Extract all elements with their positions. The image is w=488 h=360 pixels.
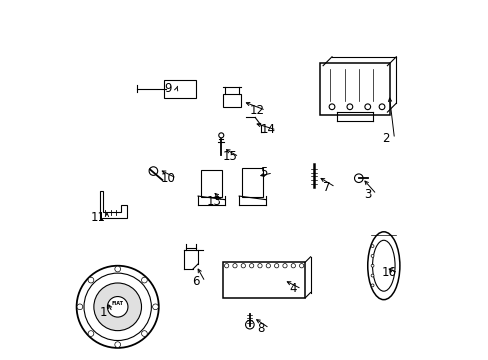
Circle shape: [370, 264, 373, 267]
Circle shape: [77, 266, 159, 348]
Circle shape: [290, 264, 295, 268]
Text: 16: 16: [381, 266, 396, 279]
Circle shape: [299, 264, 303, 268]
Circle shape: [346, 104, 352, 110]
Text: 3: 3: [363, 188, 371, 201]
Circle shape: [370, 274, 373, 277]
Circle shape: [218, 133, 224, 138]
Circle shape: [370, 245, 373, 248]
Text: 11: 11: [90, 211, 105, 224]
Circle shape: [370, 284, 373, 287]
Text: 8: 8: [256, 322, 264, 335]
Circle shape: [378, 104, 384, 110]
Circle shape: [88, 331, 94, 336]
FancyBboxPatch shape: [200, 170, 222, 197]
Circle shape: [107, 297, 128, 317]
Circle shape: [232, 264, 237, 268]
Bar: [223, 262, 305, 298]
Ellipse shape: [372, 240, 394, 291]
Circle shape: [141, 331, 147, 336]
Circle shape: [115, 266, 121, 272]
FancyBboxPatch shape: [320, 63, 389, 115]
Text: 10: 10: [160, 172, 175, 185]
Text: 15: 15: [223, 150, 237, 163]
Text: 14: 14: [260, 123, 275, 136]
Circle shape: [257, 264, 262, 268]
Text: FIAT: FIAT: [111, 301, 123, 306]
Bar: [223, 94, 241, 107]
Text: 12: 12: [249, 104, 264, 117]
Text: 1: 1: [100, 306, 107, 319]
Text: 4: 4: [288, 283, 296, 296]
Circle shape: [364, 104, 370, 110]
FancyBboxPatch shape: [241, 168, 263, 197]
Circle shape: [152, 304, 158, 310]
Ellipse shape: [367, 232, 399, 300]
Text: 13: 13: [206, 195, 221, 208]
Polygon shape: [100, 191, 126, 219]
Circle shape: [354, 174, 363, 183]
Circle shape: [370, 255, 373, 257]
Circle shape: [77, 304, 82, 310]
Circle shape: [328, 104, 334, 110]
Circle shape: [149, 167, 157, 175]
Circle shape: [141, 277, 147, 283]
Circle shape: [265, 264, 270, 268]
Circle shape: [94, 283, 141, 330]
Text: 9: 9: [163, 82, 171, 95]
Text: 5: 5: [260, 166, 267, 179]
Text: 2: 2: [381, 132, 388, 145]
Circle shape: [274, 264, 278, 268]
Text: 7: 7: [322, 181, 330, 194]
Circle shape: [224, 264, 228, 268]
Circle shape: [84, 273, 151, 341]
Circle shape: [245, 320, 254, 329]
Circle shape: [88, 277, 94, 283]
Circle shape: [241, 264, 245, 268]
Circle shape: [115, 342, 121, 347]
Circle shape: [249, 264, 253, 268]
Text: 6: 6: [192, 275, 200, 288]
FancyBboxPatch shape: [164, 80, 196, 98]
Circle shape: [282, 264, 286, 268]
